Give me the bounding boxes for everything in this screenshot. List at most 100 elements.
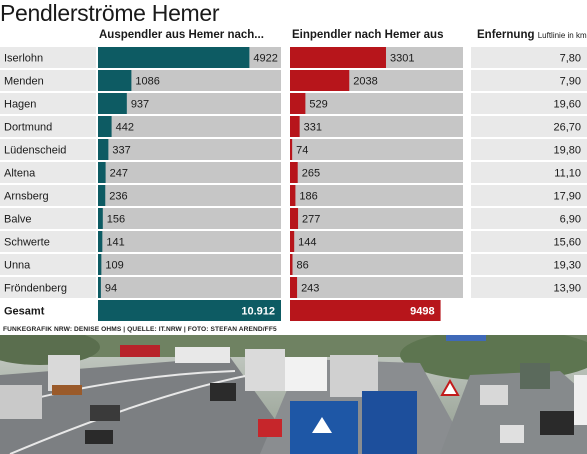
in-bar	[290, 208, 299, 229]
in-bar-track	[290, 162, 463, 183]
out-bar-track	[98, 277, 281, 298]
in-total-value: 9498	[410, 306, 434, 318]
out-total-value: 10.912	[241, 306, 275, 318]
out-bar	[98, 93, 127, 114]
out-bar-track	[98, 254, 281, 275]
total-label-bg	[0, 300, 96, 321]
in-value-label: 331	[304, 122, 322, 134]
out-bar-track	[98, 162, 281, 183]
in-total-bar	[290, 300, 441, 321]
distance-cell-bg	[471, 208, 587, 229]
row-label: Balve	[4, 214, 32, 226]
out-bar-track	[98, 139, 281, 160]
distance-value: 15,60	[553, 237, 581, 249]
out-value-label: 442	[116, 122, 134, 134]
out-value-label: 247	[110, 168, 128, 180]
distance-value: 19,60	[553, 99, 581, 111]
in-bar	[290, 254, 293, 275]
out-value-label: 156	[107, 214, 125, 226]
out-bar	[98, 70, 132, 91]
in-bar	[290, 231, 295, 252]
row-label-bg	[0, 162, 96, 183]
in-bar-track	[290, 185, 463, 206]
row-label-bg	[0, 231, 96, 252]
in-bar-track	[290, 208, 463, 229]
out-bar	[98, 277, 101, 298]
header-entfernung-unit: Luftlinie in km	[537, 31, 587, 40]
row-label: Menden	[4, 76, 44, 88]
row-label: Hagen	[4, 99, 36, 111]
in-bar-track	[290, 254, 463, 275]
in-bar	[290, 70, 350, 91]
in-bar-track	[290, 93, 463, 114]
chart-title: Pendlerströme Hemer	[0, 0, 220, 26]
in-bar-track	[290, 231, 463, 252]
in-bar	[290, 277, 298, 298]
header-auspendler: Auspendler aus Hemer nach...	[99, 29, 264, 41]
out-value-label: 337	[112, 145, 130, 157]
distance-value: 13,90	[553, 283, 581, 295]
out-value-label: 937	[131, 99, 149, 111]
out-bar-track	[98, 70, 281, 91]
out-bar	[98, 254, 102, 275]
out-bar	[98, 231, 103, 252]
distance-cell-bg	[471, 185, 587, 206]
in-bar-track	[290, 139, 463, 160]
out-total-bar	[98, 300, 281, 321]
in-bar	[290, 93, 306, 114]
in-value-label: 2038	[353, 76, 377, 88]
in-bar	[290, 47, 386, 68]
header-entfernung: Enfernung Luftlinie in km	[477, 28, 587, 43]
row-label-bg	[0, 139, 96, 160]
distance-cell-bg	[471, 231, 587, 252]
in-value-label: 243	[301, 283, 319, 295]
in-value-label: 529	[309, 99, 327, 111]
out-bar	[98, 162, 106, 183]
in-bar-track	[290, 116, 463, 137]
distance-value: 26,70	[553, 122, 581, 134]
out-value-label: 141	[106, 237, 124, 249]
distance-value: 17,90	[553, 191, 581, 203]
header-einpendler: Einpendler nach Hemer aus	[292, 29, 444, 41]
distance-value: 7,80	[560, 53, 581, 65]
in-value-label: 186	[299, 191, 317, 203]
total-label: Gesamt	[4, 306, 45, 318]
row-label: Unna	[4, 260, 31, 272]
out-bar	[98, 208, 103, 229]
in-value-label: 144	[298, 237, 316, 249]
out-value-label: 4922	[253, 53, 277, 65]
highway-photo	[0, 335, 587, 454]
out-bar-track	[98, 116, 281, 137]
row-label-bg	[0, 116, 96, 137]
in-bar	[290, 185, 296, 206]
row-label: Dortmund	[4, 122, 52, 134]
distance-cell-bg	[471, 70, 587, 91]
distance-cell-bg	[471, 116, 587, 137]
row-label: Altena	[4, 168, 36, 180]
row-label-bg	[0, 185, 96, 206]
row-label-bg	[0, 208, 96, 229]
row-label: Schwerte	[4, 237, 50, 249]
in-bar	[290, 162, 298, 183]
out-value-label: 94	[105, 283, 117, 295]
header-entfernung-label: Enfernung	[477, 29, 535, 41]
row-label-bg	[0, 70, 96, 91]
in-bar-track	[290, 277, 463, 298]
distance-value: 7,90	[560, 76, 581, 88]
in-value-label: 277	[302, 214, 320, 226]
distance-cell-bg	[471, 47, 587, 68]
distance-value: 6,90	[560, 214, 581, 226]
row-label-bg	[0, 254, 96, 275]
row-label: Arnsberg	[4, 191, 49, 203]
distance-cell-bg	[471, 139, 587, 160]
row-label-bg	[0, 47, 96, 68]
in-value-label: 74	[296, 145, 308, 157]
out-value-label: 109	[105, 260, 123, 272]
row-label-bg	[0, 93, 96, 114]
out-bar	[98, 185, 106, 206]
in-value-label: 265	[302, 168, 320, 180]
out-bar-track	[98, 185, 281, 206]
distance-value: 19,80	[553, 145, 581, 157]
out-bar	[98, 47, 250, 68]
